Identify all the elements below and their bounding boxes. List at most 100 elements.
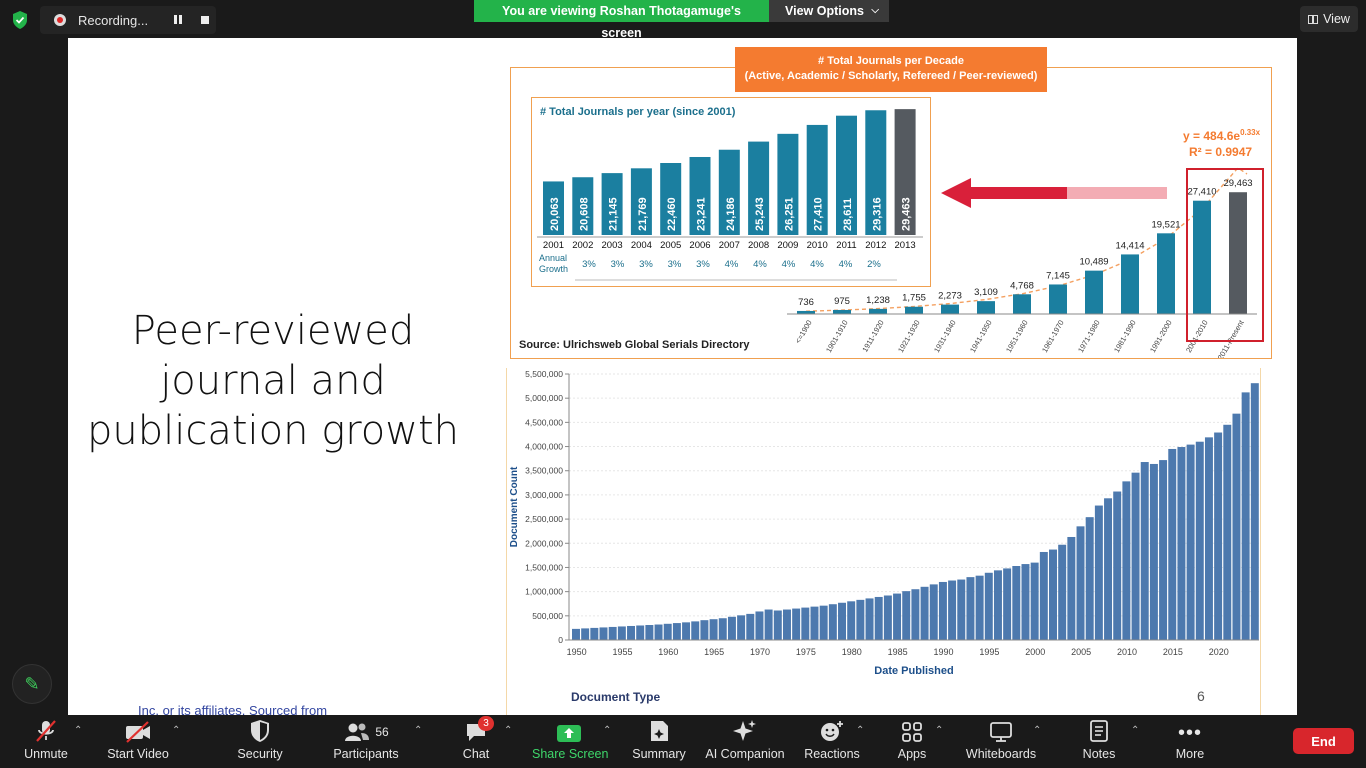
- reactions-icon: [821, 721, 843, 741]
- x-tick-label: 1921-1930: [896, 319, 922, 355]
- arrow-head-icon: [941, 178, 971, 208]
- bar: [1058, 544, 1067, 640]
- bar: [1223, 424, 1232, 640]
- decade-chart-title: # Total Journals per Decade (Active, Aca…: [735, 47, 1047, 92]
- participants-caret-icon[interactable]: ⌃: [414, 725, 423, 736]
- decade-title-line: (Active, Academic / Scholarly, Refereed …: [744, 70, 1038, 82]
- growth-value: 4%: [725, 259, 739, 270]
- bar: [911, 589, 920, 640]
- bar: [1049, 549, 1057, 640]
- pause-recording-icon[interactable]: [174, 15, 184, 25]
- shared-screen-slide: Peer-reviewed journal and publication gr…: [68, 38, 1297, 715]
- bar: [682, 622, 691, 640]
- x-tick-label: 1965: [704, 647, 724, 657]
- toolbar-label: Whiteboards: [965, 747, 1037, 761]
- whiteboards-caret-icon[interactable]: ⌃: [1033, 725, 1042, 736]
- chart-source: Source: Ulrichsweb Global Serials Direct…: [519, 339, 750, 351]
- notes-button[interactable]: Notes: [1076, 715, 1122, 768]
- bar: [654, 624, 663, 640]
- trend-line: [805, 166, 1248, 312]
- encryption-shield-icon[interactable]: [10, 10, 30, 30]
- bar-value-label: 29,316: [871, 197, 883, 231]
- bar: [1030, 562, 1039, 640]
- toolbar-label: Summary: [632, 747, 686, 761]
- x-tick-label: 1960: [658, 647, 678, 657]
- bar-value-label: 2,273: [938, 291, 962, 302]
- share-screen-button[interactable]: Share Screen: [532, 715, 608, 768]
- meeting-top-bar: Recording... You are viewing Roshan Thot…: [0, 0, 1366, 40]
- x-tick-label: 2007: [719, 240, 740, 251]
- start-video-button[interactable]: Start Video: [104, 715, 172, 768]
- bar-value-label: 975: [834, 296, 850, 307]
- end-meeting-button[interactable]: End: [1293, 728, 1354, 754]
- bar: [691, 621, 700, 640]
- x-tick-label: 1990: [934, 647, 954, 657]
- bar: [672, 623, 681, 640]
- x-tick-label: 2002: [572, 240, 593, 251]
- x-tick-label: 1951-1960: [1004, 319, 1030, 355]
- growth-value: 4%: [810, 259, 824, 270]
- audio-options-caret-icon[interactable]: ⌃: [74, 725, 83, 736]
- notes-caret-icon[interactable]: ⌃: [1131, 725, 1140, 736]
- apps-caret-icon[interactable]: ⌃: [935, 725, 944, 736]
- bar: [838, 602, 846, 640]
- bar: [777, 133, 799, 235]
- bar: [966, 577, 975, 640]
- x-tick-label: 2000: [1025, 647, 1045, 657]
- chart-title: # Total Journals per year (since 2001): [540, 106, 736, 118]
- bar: [957, 579, 966, 640]
- bar: [833, 309, 851, 314]
- x-tick-label: 1995: [979, 647, 999, 657]
- x-tick-label: 2008: [748, 240, 769, 251]
- reactions-button[interactable]: Reactions: [804, 715, 860, 768]
- bar: [572, 177, 594, 235]
- growth-value: 3%: [639, 259, 653, 270]
- bar-value-label: 10,489: [1079, 257, 1108, 268]
- bar: [746, 613, 755, 640]
- chat-caret-icon[interactable]: ⌃: [504, 725, 513, 736]
- bar-value-label: 27,410: [813, 197, 825, 231]
- bar: [645, 625, 654, 640]
- bar-value-label: 19,521: [1151, 219, 1180, 230]
- security-button[interactable]: Security: [232, 715, 288, 768]
- share-options-caret-icon[interactable]: ⌃: [603, 725, 612, 736]
- toolbar-label: Unmute: [24, 747, 68, 761]
- participants-button[interactable]: 56 Participants: [332, 715, 400, 768]
- x-tick-label: 1941-1950: [968, 319, 994, 355]
- view-button[interactable]: View: [1300, 6, 1358, 32]
- bar: [590, 627, 599, 640]
- bar: [608, 626, 617, 640]
- more-button[interactable]: ••• More: [1168, 715, 1212, 768]
- video-options-caret-icon[interactable]: ⌃: [172, 725, 181, 736]
- bar: [737, 615, 746, 640]
- stop-recording-icon[interactable]: [201, 16, 209, 24]
- bar: [627, 625, 636, 640]
- reactions-caret-icon[interactable]: ⌃: [856, 725, 865, 736]
- growth-value: 4%: [753, 259, 767, 270]
- bar: [663, 623, 672, 640]
- bar: [1177, 447, 1186, 640]
- annotate-pencil-button[interactable]: ✎: [12, 664, 52, 704]
- ai-companion-button[interactable]: AI Companion: [704, 715, 786, 768]
- x-tick-label: 1985: [888, 647, 908, 657]
- view-options-button[interactable]: View Options ⌵: [769, 0, 889, 22]
- growth-value: 3%: [696, 259, 710, 270]
- y-axis-title: Document Count: [509, 466, 520, 547]
- x-tick-label: 2006: [689, 240, 710, 251]
- unmute-button[interactable]: Unmute: [18, 715, 74, 768]
- bar-value-label: 4,768: [1010, 280, 1034, 291]
- mic-muted-icon: [36, 720, 56, 742]
- chevron-down-icon: ⌵: [871, 5, 879, 16]
- y-tick-label: 1,000,000: [525, 587, 563, 597]
- whiteboards-button[interactable]: Whiteboards: [962, 715, 1040, 768]
- apps-button[interactable]: Apps: [890, 715, 934, 768]
- y-tick-label: 1,500,000: [525, 562, 563, 572]
- summary-button[interactable]: Summary: [630, 715, 688, 768]
- x-tick-label: 1980: [842, 647, 862, 657]
- bar: [905, 306, 923, 314]
- arrow-shaft-solid: [967, 187, 1067, 199]
- y-tick-label: 2,500,000: [525, 514, 563, 524]
- bar-value-label: 21,145: [608, 197, 620, 231]
- x-tick-label: 2005: [660, 240, 681, 251]
- chat-unread-badge: 3: [478, 716, 494, 731]
